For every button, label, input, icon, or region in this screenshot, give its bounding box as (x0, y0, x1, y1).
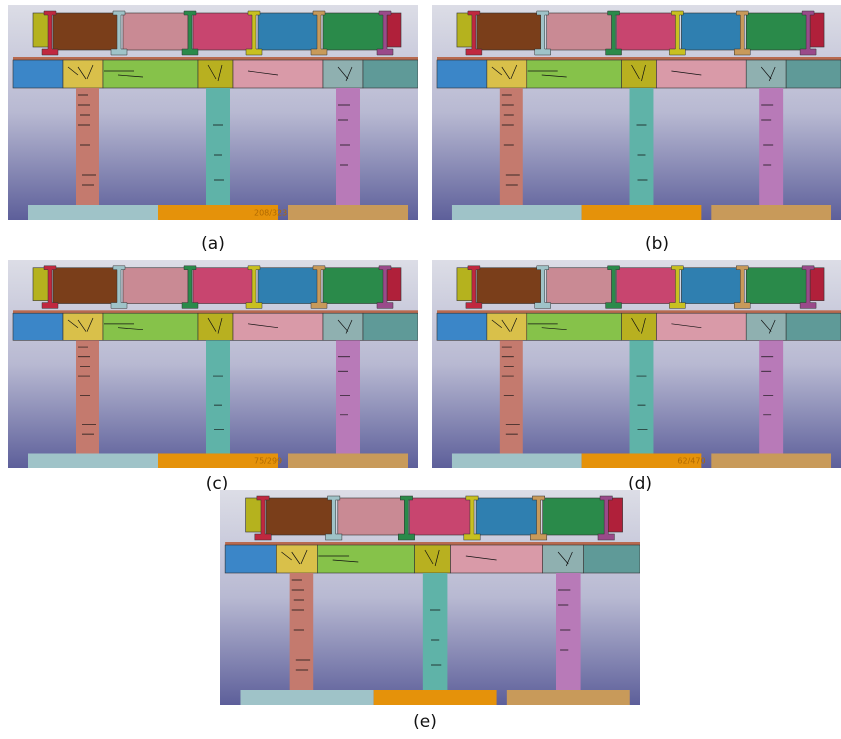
panel-caption: (b) (645, 234, 669, 254)
simulation-panel (8, 5, 418, 220)
frame-counter: 75/299 (254, 457, 282, 466)
frame-counter: 62/470 (677, 457, 705, 466)
simulation-panel (220, 490, 640, 705)
figure: (a)208/323(b)(c)75/299(d)62/470(e) (0, 0, 841, 739)
simulation-panel (432, 260, 841, 468)
panel-caption: (a) (201, 234, 225, 254)
frame-counter: 208/323 (254, 209, 287, 218)
panel-caption: (e) (413, 712, 437, 732)
simulation-panel (8, 260, 418, 468)
simulation-panel (432, 5, 841, 220)
